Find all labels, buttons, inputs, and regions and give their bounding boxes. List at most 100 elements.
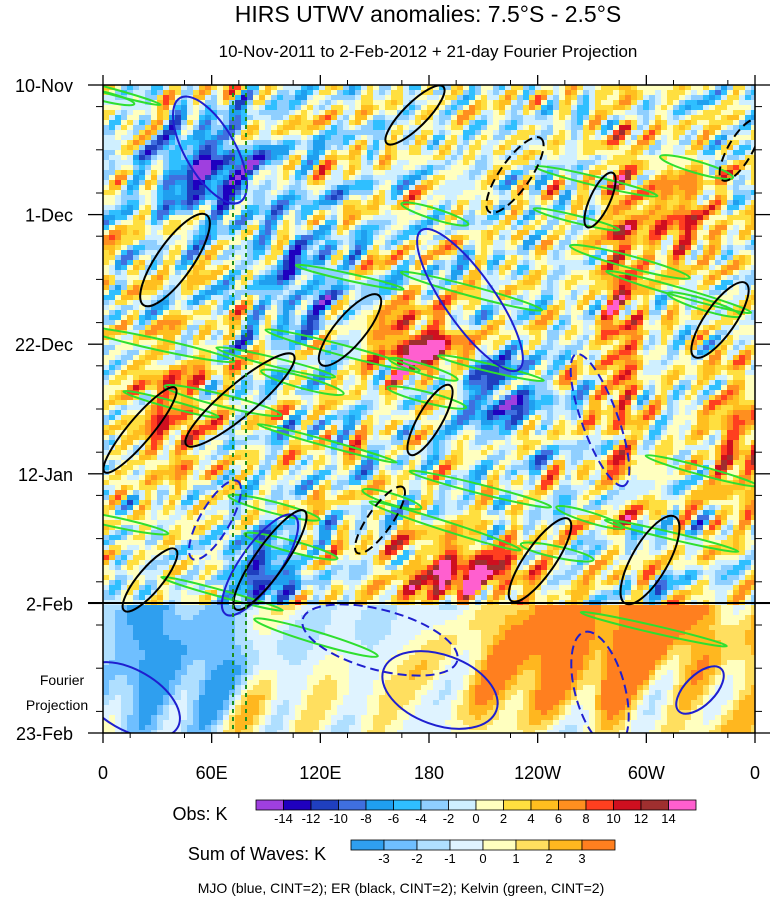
field-cell bbox=[463, 205, 470, 211]
field-cell bbox=[409, 115, 416, 121]
field-cell bbox=[199, 260, 206, 266]
field-cell bbox=[391, 260, 398, 266]
field-cell bbox=[451, 160, 458, 166]
field-cell bbox=[379, 225, 386, 231]
field-cell bbox=[127, 290, 134, 296]
field-cell bbox=[247, 125, 254, 131]
field-cell bbox=[463, 110, 470, 116]
field-cell bbox=[265, 195, 272, 201]
field-cell bbox=[715, 95, 722, 101]
field-cell bbox=[349, 185, 356, 191]
field-cell bbox=[295, 90, 302, 96]
field-cell bbox=[349, 160, 356, 166]
field-cell bbox=[265, 185, 272, 191]
field-cell bbox=[721, 125, 728, 131]
field-cell bbox=[277, 145, 284, 151]
field-cell bbox=[667, 180, 674, 186]
field-cell bbox=[505, 275, 512, 281]
field-cell bbox=[469, 175, 476, 181]
field-cell bbox=[247, 180, 254, 186]
field-cell bbox=[517, 195, 524, 201]
field-cell bbox=[133, 90, 140, 96]
field-cell bbox=[379, 140, 386, 146]
field-cell bbox=[715, 155, 722, 161]
field-cell bbox=[697, 165, 704, 171]
field-cell bbox=[151, 190, 158, 196]
field-cell bbox=[121, 255, 128, 261]
field-cell bbox=[541, 120, 548, 126]
field-cell bbox=[709, 95, 716, 101]
field-cell bbox=[715, 235, 722, 241]
field-cell bbox=[661, 125, 668, 131]
field-cell bbox=[541, 220, 548, 226]
field-cell bbox=[187, 240, 194, 246]
field-cell bbox=[433, 280, 440, 286]
field-cell bbox=[187, 290, 194, 296]
field-cell bbox=[433, 180, 440, 186]
field-cell bbox=[337, 145, 344, 151]
field-cell bbox=[493, 180, 500, 186]
field-cell bbox=[535, 225, 542, 231]
field-cell bbox=[385, 85, 392, 91]
field-cell bbox=[505, 145, 512, 151]
field-cell bbox=[181, 90, 188, 96]
field-cell bbox=[727, 260, 734, 266]
field-cell bbox=[511, 85, 518, 91]
field-cell bbox=[523, 255, 530, 261]
field-cell bbox=[151, 165, 158, 171]
field-cell bbox=[583, 170, 590, 176]
field-cell bbox=[121, 275, 128, 281]
field-cell bbox=[109, 280, 116, 286]
field-cell bbox=[625, 115, 632, 121]
field-cell bbox=[175, 260, 182, 266]
field-cell bbox=[715, 220, 722, 226]
field-cell bbox=[679, 190, 686, 196]
field-cell bbox=[619, 95, 626, 101]
field-cell bbox=[499, 305, 506, 311]
field-cell bbox=[271, 125, 278, 131]
field-cell bbox=[121, 200, 128, 206]
field-cell bbox=[529, 230, 536, 236]
field-cell bbox=[619, 130, 626, 136]
field-cell bbox=[721, 285, 728, 291]
field-cell bbox=[499, 150, 506, 156]
field-cell bbox=[685, 205, 692, 211]
field-cell bbox=[361, 195, 368, 201]
field-cell bbox=[193, 300, 200, 306]
field-cell bbox=[127, 200, 134, 206]
field-cell bbox=[421, 230, 428, 236]
field-cell bbox=[547, 235, 554, 241]
field-cell bbox=[271, 130, 278, 136]
field-cell bbox=[367, 255, 374, 261]
field-cell bbox=[259, 120, 266, 126]
field-cell bbox=[199, 200, 206, 206]
field-cell bbox=[493, 90, 500, 96]
field-cell bbox=[733, 200, 740, 206]
field-cell bbox=[613, 285, 620, 291]
field-cell bbox=[709, 140, 716, 146]
field-cell bbox=[691, 225, 698, 231]
field-cell bbox=[571, 240, 578, 246]
field-cell bbox=[493, 125, 500, 131]
field-cell bbox=[319, 250, 326, 256]
field-cell bbox=[199, 125, 206, 131]
field-cell bbox=[271, 175, 278, 181]
field-cell bbox=[553, 105, 560, 111]
field-cell bbox=[547, 85, 554, 91]
field-cell bbox=[541, 85, 548, 91]
field-cell bbox=[565, 260, 572, 266]
field-cell bbox=[325, 145, 332, 151]
field-cell bbox=[223, 275, 230, 281]
field-cell bbox=[727, 175, 734, 181]
field-cell bbox=[553, 195, 560, 201]
field-cell bbox=[217, 140, 224, 146]
field-cell bbox=[373, 135, 380, 141]
field-cell bbox=[493, 225, 500, 231]
field-cell bbox=[541, 270, 548, 276]
field-cell bbox=[109, 140, 116, 146]
field-cell bbox=[289, 205, 296, 211]
field-cell bbox=[229, 90, 236, 96]
field-cell bbox=[121, 125, 128, 131]
field-cell bbox=[145, 95, 152, 101]
field-cell bbox=[733, 205, 740, 211]
